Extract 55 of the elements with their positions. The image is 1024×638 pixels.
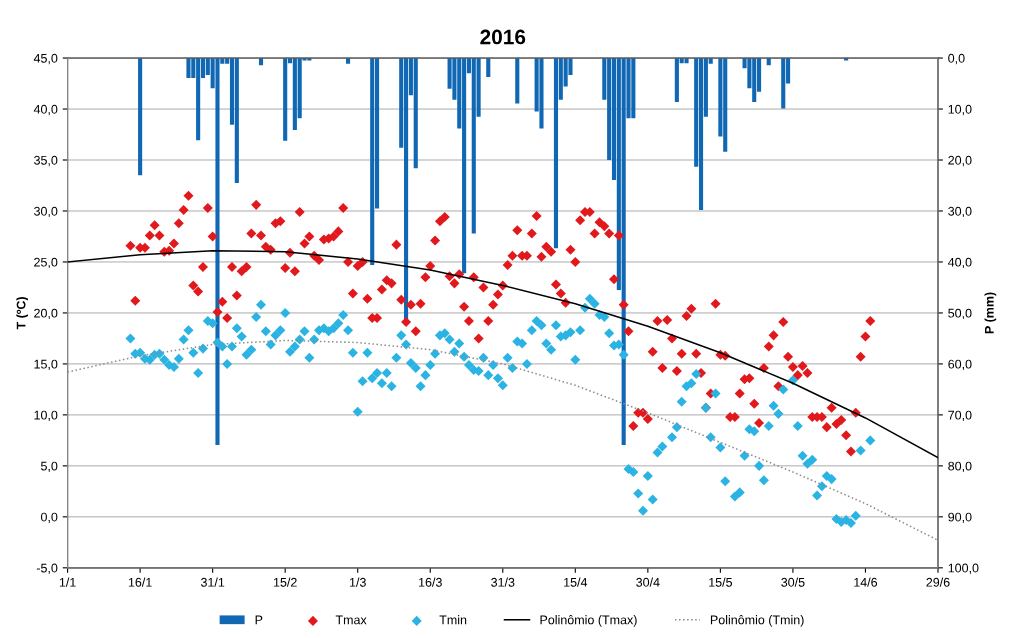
y2-tick-label: 100,0: [948, 563, 979, 574]
x-tick-label: 31/1: [200, 577, 225, 587]
y2-tick-label: 0,0: [948, 53, 965, 65]
y2-tick-label: 10,0: [948, 104, 972, 116]
y2-tick-label: 30,0: [948, 206, 972, 218]
y-tick-label: 0,0: [40, 512, 58, 523]
y2-tick-label: 70,0: [948, 410, 972, 422]
bar: [684, 58, 689, 64]
y-tick-label: 40,0: [33, 104, 58, 116]
y-tick-label: -5,0: [36, 563, 58, 574]
bar: [234, 58, 239, 183]
y-tick-label: 25,0: [34, 257, 58, 269]
bar: [515, 58, 520, 104]
y2-tick-label: 40,0: [947, 257, 972, 269]
x-tick-label: 15/2: [273, 577, 297, 587]
legend-label: Polinômio (Tmin): [710, 615, 804, 627]
y-tick-label: 10,0: [34, 410, 58, 422]
x-tick-label: 30/4: [636, 577, 660, 587]
bar: [138, 58, 143, 176]
legend-label: Tmin: [439, 615, 467, 625]
y2-tick-label: 90,0: [948, 512, 972, 523]
x-tick-label: 14/6: [854, 577, 878, 587]
x-tick-label: 1/3: [349, 577, 366, 587]
x-tick-label: 30/5: [781, 577, 805, 587]
bar: [486, 58, 491, 77]
bar: [186, 58, 191, 78]
bar: [698, 58, 704, 210]
y-tick-label: 5,0: [40, 461, 58, 472]
y2-tick-label: 80,0: [948, 461, 972, 472]
x-tick-label: 16/3: [419, 577, 442, 587]
x-tick-label: 15/5: [709, 577, 733, 587]
legend-label: P: [255, 615, 263, 625]
y2-tick-label: 20,0: [948, 155, 972, 167]
legend-label: Tmax: [335, 615, 367, 625]
y-tick-label: 30,0: [34, 206, 58, 218]
x-tick-label: 29/6: [926, 577, 950, 587]
legend-label: Polinômio (Tmax): [540, 615, 637, 627]
y-tick-label: 20,0: [34, 308, 58, 320]
x-tick-label: 1/1: [59, 577, 76, 587]
bar: [781, 58, 786, 109]
x-tick-label: 31/3: [491, 577, 515, 587]
x-tick-label: 15/4: [564, 577, 588, 587]
y-tick-label: 15,0: [34, 359, 58, 371]
chart-title: 2016: [480, 29, 526, 45]
y-tick-label: 45,0: [33, 53, 58, 65]
bar: [413, 58, 418, 169]
y2-axis-title: P (mm): [984, 292, 997, 334]
y2-tick-label: 50,0: [948, 308, 972, 320]
bar: [283, 58, 288, 141]
y2-tick-label: 60,0: [948, 359, 972, 371]
x-tick-label: 16/1: [128, 577, 152, 587]
y-tick-label: 35,0: [34, 155, 58, 167]
bar: [370, 58, 375, 266]
y-axis-title: T (ºC): [16, 297, 28, 330]
bar: [539, 58, 544, 129]
